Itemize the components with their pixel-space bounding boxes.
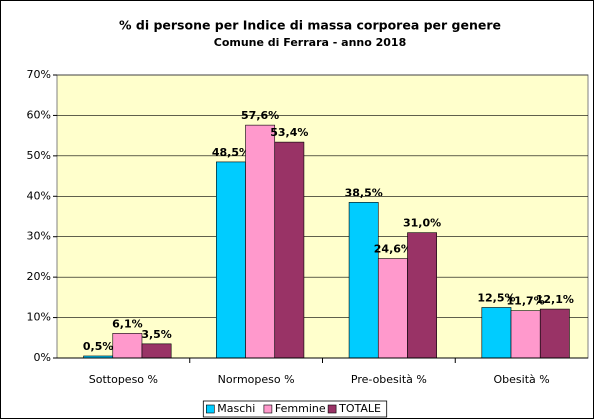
y-tick-label: 60% [27,108,51,121]
bar [407,232,437,359]
legend-box [202,400,388,418]
legend-swatch [206,404,215,414]
y-tick-label: 10% [27,311,51,324]
y-tick-label: 40% [27,189,51,202]
value-label: 57,6% [241,109,279,122]
value-label: 24,6% [374,243,412,256]
value-label: 48,5% [212,146,250,159]
chart-title: % di persone per Indice di massa corpore… [119,18,501,33]
value-label: 0,5% [83,340,114,353]
value-label: 6,1% [112,317,143,330]
value-label: 12,5% [477,291,515,304]
y-tick-label: 0% [34,351,51,364]
value-label: 38,5% [345,186,383,199]
y-tick-label: 70% [27,68,51,81]
x-tick-label: Pre-obesità % [351,373,427,386]
bar [539,308,570,359]
value-label: 3,5% [141,328,172,341]
bar [481,307,512,359]
bar [274,141,305,359]
value-label: 53,4% [270,126,308,139]
y-tick-label: 20% [27,270,51,283]
x-tick-label: Sottopeso % [89,373,158,386]
x-tick-label: Normopeso % [218,373,295,386]
bar [510,310,541,359]
bar [245,124,276,359]
value-label: 31,0% [403,217,441,230]
y-tick-label: 30% [27,230,51,243]
bar [141,343,172,359]
bar [377,258,408,359]
legend-label: Femmine [275,402,326,415]
bar [216,161,246,359]
bar [112,333,143,359]
legend-swatch [263,404,273,414]
legend-label: TOTALE [338,402,381,415]
chart-subtitle: Comune di Ferrara - anno 2018 [214,36,406,49]
legend-label: Maschi [217,402,255,415]
value-label: 11,7% [507,295,545,308]
value-label: 12,1% [536,293,574,306]
bar [348,202,379,359]
y-tick-label: 50% [27,149,51,162]
legend-swatch [327,404,337,414]
x-tick-label: Obesità % [494,373,550,386]
